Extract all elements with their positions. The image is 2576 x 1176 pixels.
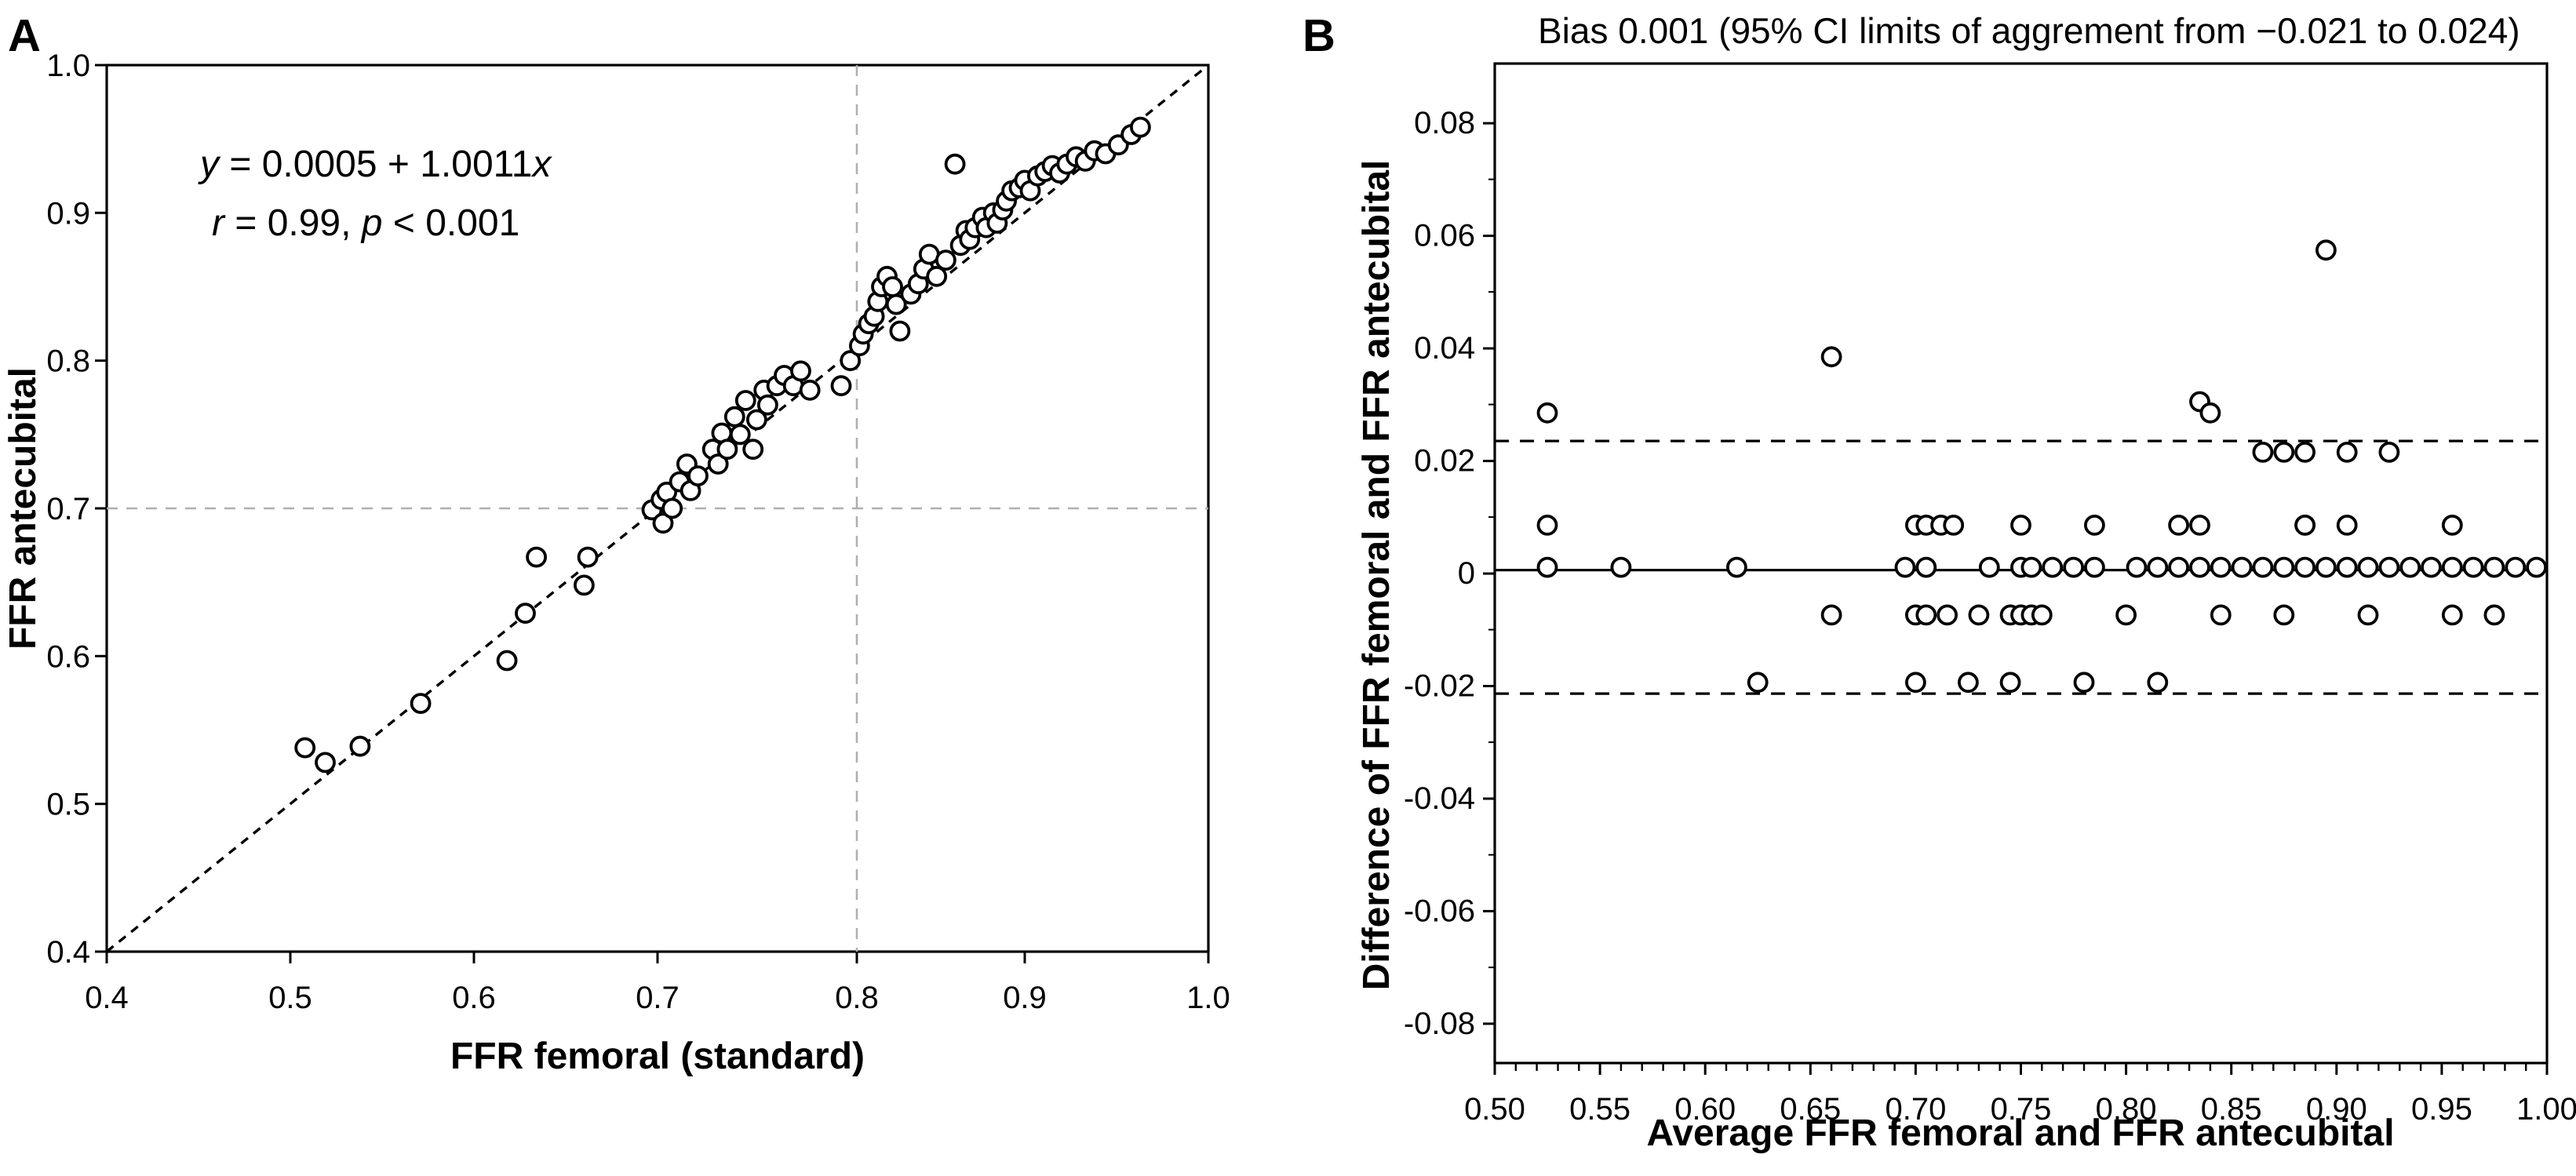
svg-text:0.8: 0.8: [46, 344, 90, 379]
svg-text:0: 0: [1458, 556, 1475, 591]
svg-text:0.06: 0.06: [1414, 218, 1475, 253]
svg-text:0.55: 0.55: [1569, 1092, 1630, 1127]
svg-text:1.00: 1.00: [2516, 1092, 2576, 1127]
svg-text:0.9: 0.9: [46, 196, 90, 231]
svg-text:0.9: 0.9: [1003, 981, 1047, 1015]
svg-text:FFR antecubital: FFR antecubital: [2, 367, 44, 650]
svg-text:-0.06: -0.06: [1404, 894, 1475, 928]
svg-text:0.02: 0.02: [1414, 443, 1475, 478]
svg-text:-0.02: -0.02: [1404, 668, 1475, 703]
svg-text:r = 0.99, p < 0.001: r = 0.99, p < 0.001: [212, 202, 519, 244]
svg-text:0.4: 0.4: [85, 981, 129, 1015]
svg-text:0.08: 0.08: [1414, 106, 1475, 140]
svg-text:0.7: 0.7: [46, 492, 90, 526]
svg-text:-0.04: -0.04: [1404, 781, 1475, 816]
svg-text:0.50: 0.50: [1464, 1092, 1525, 1127]
svg-text:0.6: 0.6: [46, 639, 90, 674]
svg-text:FFR femoral (standard): FFR femoral (standard): [450, 1036, 865, 1077]
svg-text:Bias 0.001 (95% CI limits of a: Bias 0.001 (95% CI limits of aggrement f…: [1538, 10, 2520, 51]
svg-text:0.5: 0.5: [46, 788, 90, 822]
svg-text:1.0: 1.0: [1186, 981, 1230, 1015]
svg-text:Difference of FFR femoral and: Difference of FFR femoral and FFR antecu…: [1356, 160, 1397, 991]
svg-text:0.7: 0.7: [636, 981, 680, 1015]
svg-text:0.8: 0.8: [835, 981, 879, 1015]
svg-text:0.6: 0.6: [452, 981, 496, 1015]
svg-text:0.5: 0.5: [268, 981, 312, 1015]
svg-text:A: A: [8, 10, 41, 61]
svg-text:-0.08: -0.08: [1404, 1007, 1475, 1041]
svg-text:y = 0.0005 + 1.0011x: y = 0.0005 + 1.0011x: [198, 144, 552, 185]
svg-text:Average FFR femoral and FFR an: Average FFR femoral and FFR antecubital: [1646, 1112, 2394, 1154]
svg-text:0.4: 0.4: [46, 935, 90, 970]
svg-text:B: B: [1303, 10, 1335, 61]
svg-text:1.0: 1.0: [46, 49, 90, 83]
svg-text:0.04: 0.04: [1414, 331, 1475, 366]
svg-text:0.95: 0.95: [2411, 1092, 2472, 1127]
